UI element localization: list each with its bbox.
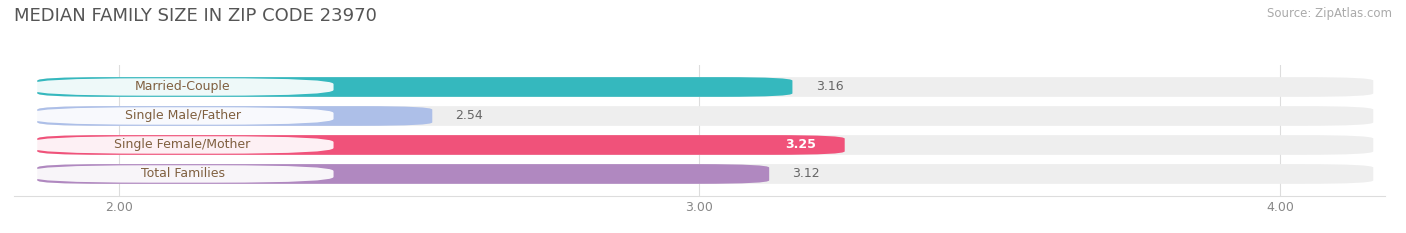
Text: 3.25: 3.25	[785, 138, 815, 151]
FancyBboxPatch shape	[38, 135, 1374, 155]
FancyBboxPatch shape	[38, 106, 1374, 126]
Text: Total Families: Total Families	[141, 168, 225, 181]
FancyBboxPatch shape	[38, 106, 432, 126]
Text: Married-Couple: Married-Couple	[135, 80, 231, 93]
Text: 3.16: 3.16	[815, 80, 844, 93]
FancyBboxPatch shape	[31, 107, 333, 125]
FancyBboxPatch shape	[38, 77, 1374, 97]
FancyBboxPatch shape	[38, 77, 793, 97]
FancyBboxPatch shape	[38, 164, 769, 184]
FancyBboxPatch shape	[31, 78, 333, 96]
Text: 3.12: 3.12	[793, 168, 820, 181]
Text: MEDIAN FAMILY SIZE IN ZIP CODE 23970: MEDIAN FAMILY SIZE IN ZIP CODE 23970	[14, 7, 377, 25]
Text: Source: ZipAtlas.com: Source: ZipAtlas.com	[1267, 7, 1392, 20]
Text: Single Female/Mother: Single Female/Mother	[114, 138, 250, 151]
FancyBboxPatch shape	[31, 136, 333, 154]
Text: 2.54: 2.54	[456, 110, 484, 123]
FancyBboxPatch shape	[38, 164, 1374, 184]
Text: Single Male/Father: Single Male/Father	[125, 110, 240, 123]
FancyBboxPatch shape	[38, 135, 845, 155]
FancyBboxPatch shape	[31, 165, 333, 183]
